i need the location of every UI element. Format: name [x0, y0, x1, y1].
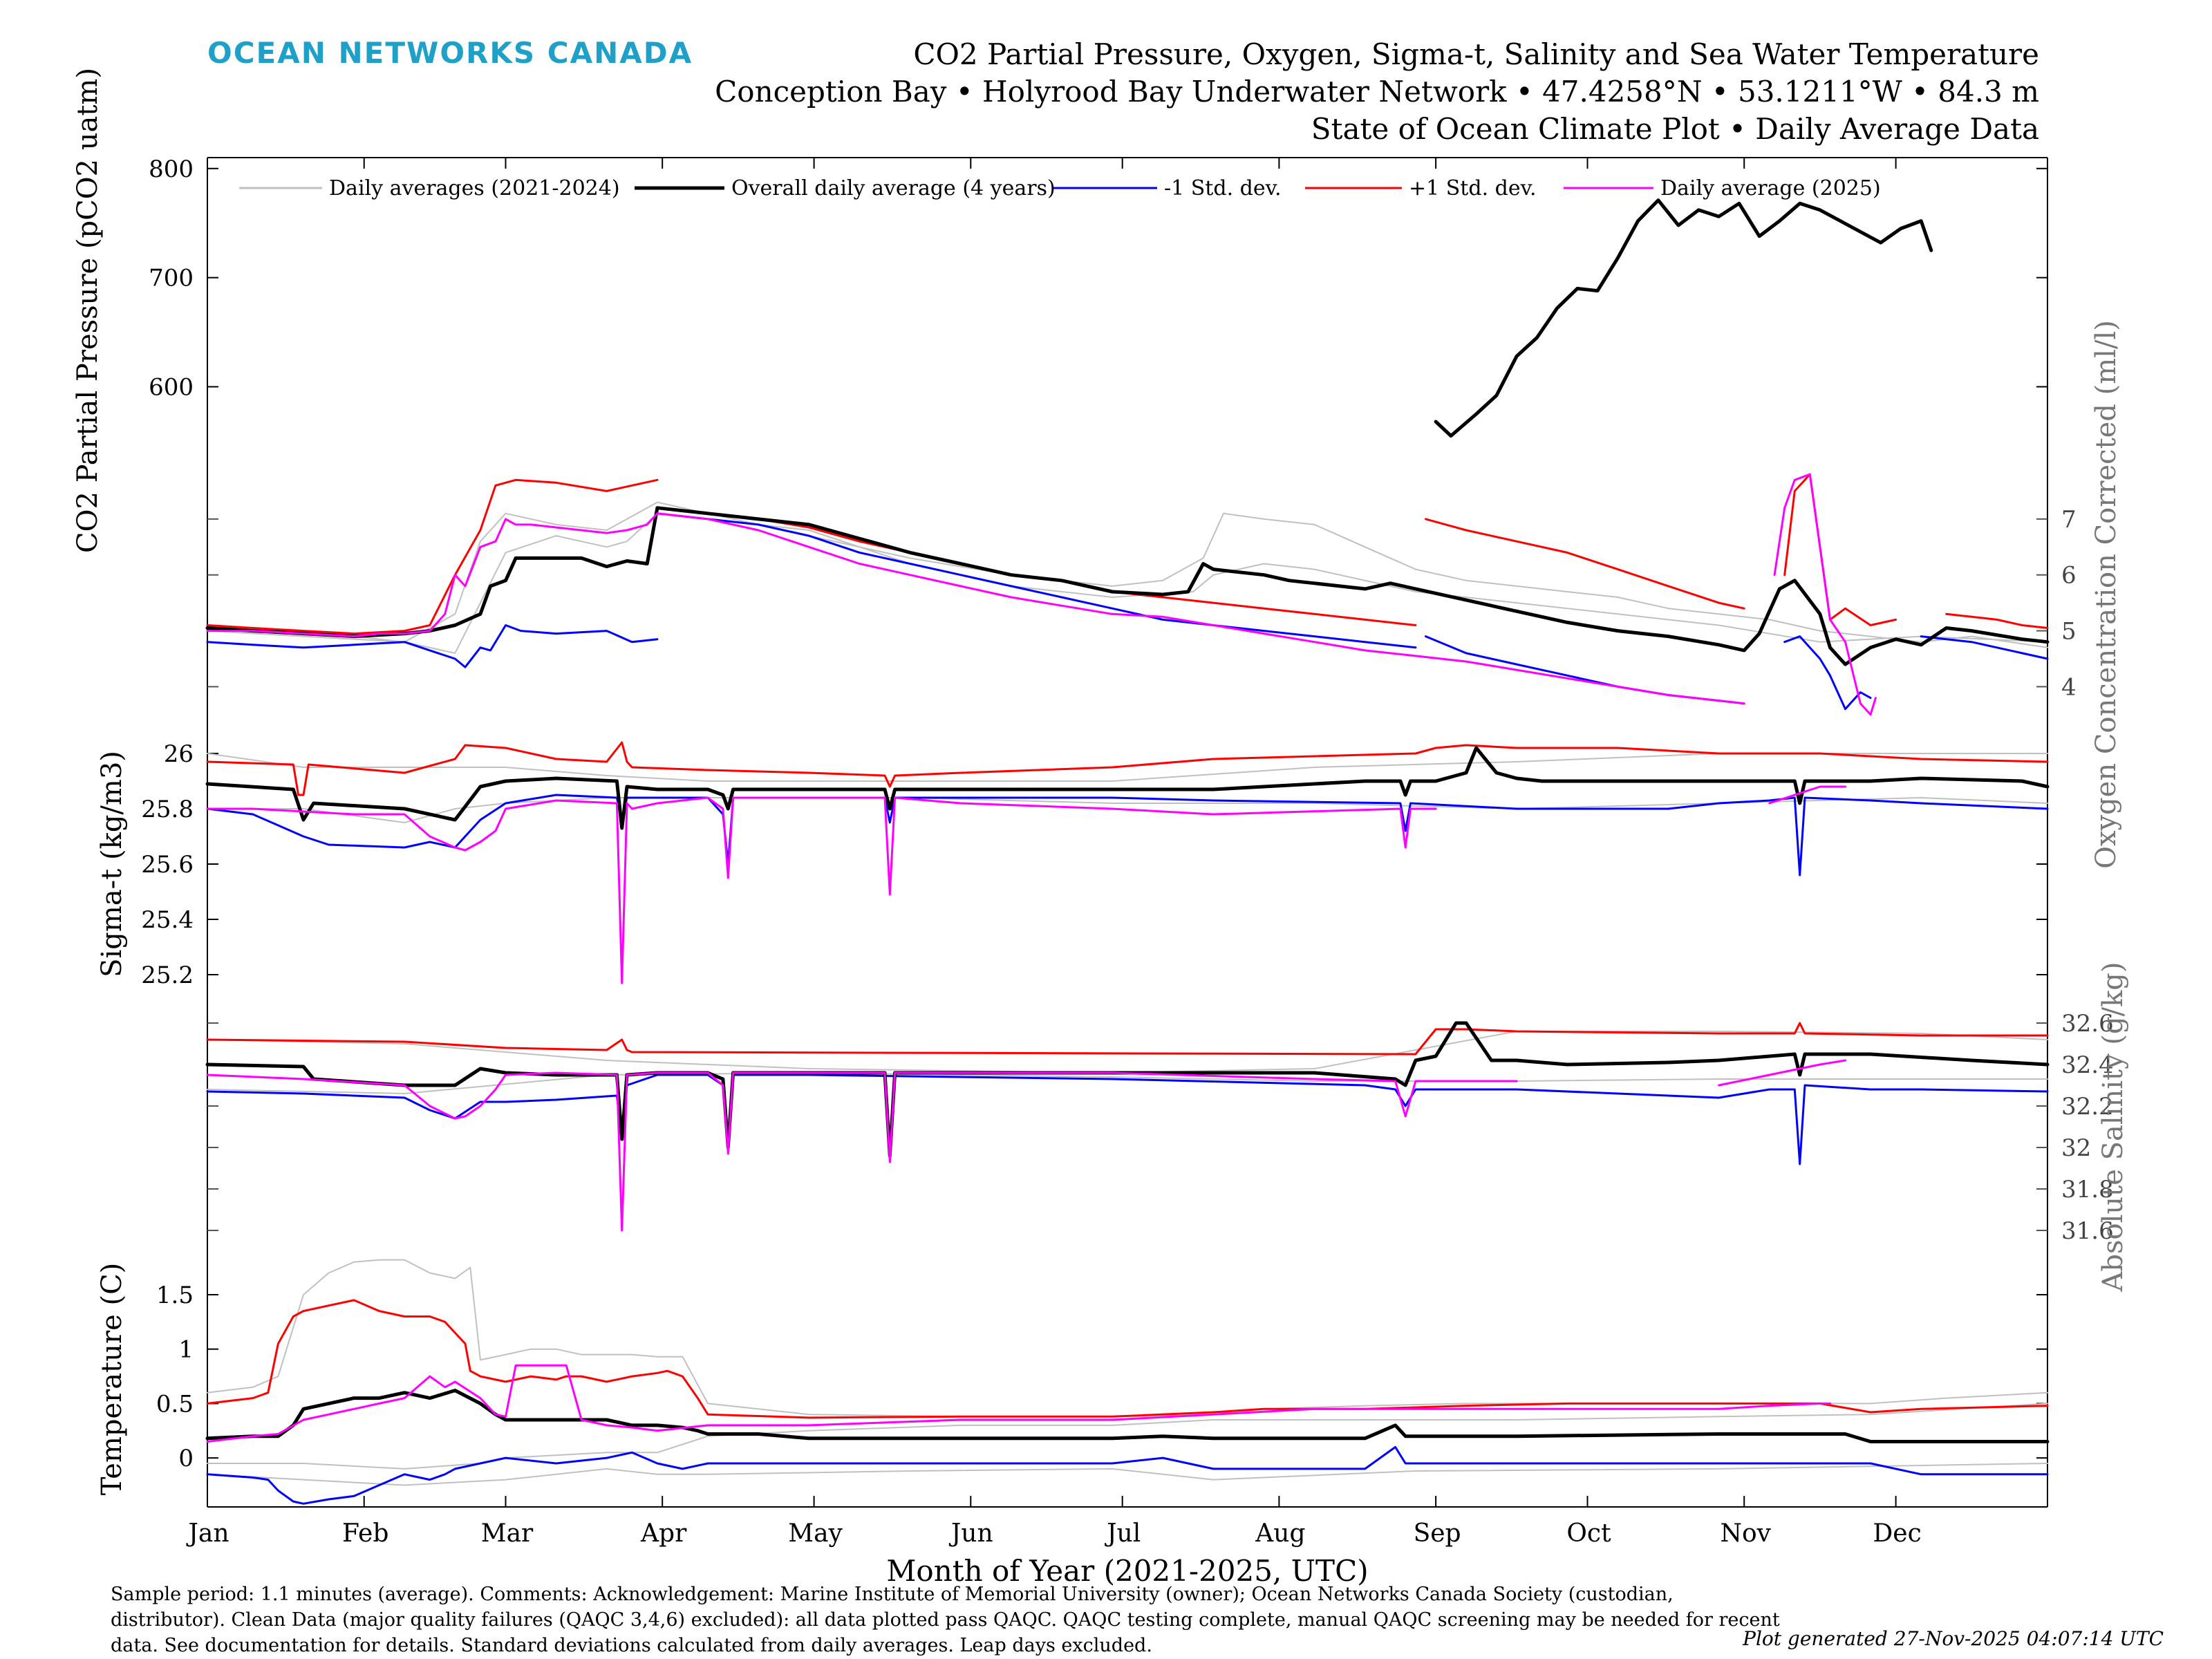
oxygen-historical-line [207, 512, 2048, 654]
oxygen-minus-sd-line [1425, 635, 1745, 705]
oxygen-y-tick-label: 5 [2061, 618, 2077, 646]
sigma_t-y-tick-label: 26 [164, 740, 194, 768]
co2-y-tick-label: 600 [149, 374, 194, 402]
salinity-current-line [206, 1071, 1518, 1232]
axes-layer [207, 157, 2048, 1508]
legend-label: Daily averages (2021-2024) [329, 176, 620, 200]
x-tick-label: Dec [1873, 1519, 1921, 1548]
temperature-y-tick-label: 0.5 [156, 1390, 194, 1418]
sigma_t-plus-sd-line [206, 741, 2049, 796]
chart-title-line-3: State of Ocean Climate Plot • Daily Aver… [1311, 112, 2039, 146]
oxygen-y-tick-label: 7 [2061, 506, 2077, 534]
temperature-y-tick-label: 1 [178, 1336, 194, 1364]
legend-label: Overall daily average (4 years) [731, 176, 1056, 200]
co2-y-axis-label: CO2 Partial Pressure (pCO2 uatm) [72, 68, 104, 553]
labels-layer: Jan Feb Mar Apr May Jun Jul Aug Sep Oct Nov Dec Mont… [72, 68, 2129, 1588]
temperature-plus-sd-line [206, 1299, 2049, 1419]
footer-note: Sample period: 1.1 minutes (average). Co… [111, 1584, 1780, 1656]
co2-mean-line [1434, 198, 1933, 438]
temperature-minus-sd-line [206, 1445, 2049, 1505]
oxygen-plus-sd-line [1945, 612, 2049, 629]
oxygen-plus-sd-line [206, 478, 659, 635]
temperature-historical-line [207, 1403, 2048, 1470]
sigma_t-mean-line [205, 746, 2050, 830]
temperature-y-axis-label: Temperature (C) [96, 1263, 128, 1496]
temperature-historical-line [207, 1463, 2048, 1486]
sigma_t-y-tick-label: 25.6 [141, 851, 194, 879]
sigma_t-y-tick-label: 25.4 [141, 906, 194, 934]
x-tick-label: Jan [185, 1519, 229, 1548]
sigma_t-current-line [1768, 785, 1846, 805]
salinity-minus-sd-line [206, 1074, 2049, 1165]
x-tick-label: Apr [640, 1519, 687, 1548]
legend-label: -1 Std. dev. [1164, 176, 1282, 200]
oxygen-y-tick-label: 4 [2061, 673, 2077, 701]
salinity-historical-line [207, 1031, 2048, 1074]
series-layer [205, 198, 2050, 1505]
legend-label: +1 Std. dev. [1409, 176, 1537, 200]
x-tick-label: Jul [1104, 1519, 1141, 1548]
oxygen-y-axis-label: Oxygen Concentration Corrected (ml/l) [2090, 320, 2122, 869]
oxygen-plus-sd-line [1425, 518, 1745, 610]
chart-title-line-2: Conception Bay • Holyrood Bay Underwater… [715, 75, 2039, 109]
chart-title-line-1: CO2 Partial Pressure, Oxygen, Sigma-t, S… [913, 37, 2039, 71]
oxygen-minus-sd-line [1920, 635, 2049, 660]
oxygen-minus-sd-line [1783, 635, 1872, 711]
salinity-y-tick-label: 31.8 [2061, 1176, 2114, 1203]
x-axis-label: Month of Year (2021-2025, UTC) [886, 1554, 1368, 1588]
temperature-y-tick-label: 0 [178, 1445, 194, 1472]
oxygen-mean-line [205, 506, 2050, 666]
x-tick-label: Sep [1414, 1519, 1461, 1548]
plot-generated-timestamp: Plot generated 27-Nov-2025 04:07:14 UTC [1743, 1627, 2164, 1650]
salinity-plus-sd-line [206, 1022, 2049, 1056]
x-tick-label: Oct [1566, 1519, 1611, 1548]
co2-y-tick-label: 700 [149, 265, 194, 292]
oxygen-historical-line [207, 501, 2048, 648]
temperature-mean-line [205, 1389, 2050, 1443]
temperature-historical-line [207, 1259, 2048, 1418]
co2-y-tick-label: 800 [149, 156, 194, 183]
sigma_t-minus-sd-line [206, 794, 2049, 877]
x-tick-label: Nov [1720, 1519, 1771, 1548]
salinity-y-tick-label: 32.4 [2061, 1051, 2114, 1079]
oxygen-minus-sd-line [206, 624, 659, 668]
oxygen-y-tick-label: 6 [2061, 562, 2077, 590]
temperature-current-line [206, 1364, 1831, 1443]
salinity-y-tick-label: 32.6 [2061, 1010, 2114, 1038]
ocean-networks-canada-logo: OCEAN NETWORKS CANADA [207, 36, 693, 70]
oxygen-minus-sd-line [656, 512, 1417, 649]
oxygen-plus-sd-line [1783, 473, 1897, 626]
legend-label: Daily average (2025) [1660, 176, 1881, 200]
sigma_t-historical-line [207, 753, 2048, 782]
sigma_t-y-axis-label: Sigma-t (kg/m3) [96, 751, 128, 977]
sigma_t-y-tick-label: 25.8 [141, 796, 194, 823]
salinity-current-line [1718, 1059, 1846, 1087]
salinity-y-tick-label: 32.2 [2061, 1093, 2114, 1121]
oxygen-current-line [206, 512, 1745, 705]
sigma_t-current-line [206, 796, 1437, 984]
salinity-y-axis-label: Absolute Salinity (g/kg) [2097, 962, 2129, 1292]
x-tick-label: Jun [948, 1519, 993, 1548]
x-tick-label: May [788, 1519, 843, 1548]
sigma_t-y-tick-label: 25.2 [141, 962, 194, 989]
temperature-y-tick-label: 1.5 [156, 1282, 194, 1309]
x-tick-label: Feb [342, 1519, 388, 1548]
oxygen-current-line [1773, 473, 1877, 716]
salinity-y-tick-label: 31.6 [2061, 1217, 2114, 1245]
x-tick-label: Mar [481, 1519, 534, 1548]
salinity-historical-line [207, 1072, 2048, 1094]
salinity-y-tick-label: 32 [2061, 1134, 2091, 1162]
x-tick-label: Aug [1255, 1519, 1305, 1548]
